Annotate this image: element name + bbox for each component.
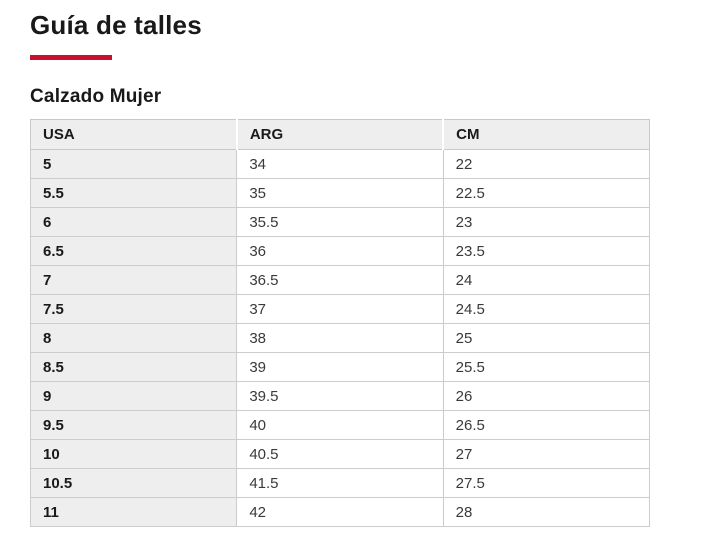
cell-cm: 28 [442,497,651,527]
table-row: 6 35.5 23 [29,207,651,237]
table-row: 10.5 41.5 27.5 [29,468,651,498]
cell-cm: 22.5 [442,178,651,208]
cell-cm: 25 [442,323,651,353]
cell-arg: 36.5 [236,265,444,295]
table-row: 6.5 36 23.5 [29,236,651,266]
cell-arg: 39 [236,352,444,382]
cell-usa: 6.5 [29,236,238,266]
cell-arg: 41.5 [236,468,444,498]
cell-arg: 37 [236,294,444,324]
table-row: 9.5 40 26.5 [29,410,651,440]
cell-usa: 11 [29,497,238,527]
table-row: 8 38 25 [29,323,651,353]
title-accent-bar [30,55,112,60]
cell-cm: 23 [442,207,651,237]
cell-usa: 7.5 [29,294,238,324]
cell-arg: 39.5 [236,381,444,411]
cell-usa: 10 [29,439,238,469]
column-header-usa: USA [29,119,238,150]
cell-cm: 22 [442,149,651,179]
cell-usa: 5 [29,149,238,179]
section-title-calzado-mujer: Calzado Mujer [30,86,162,107]
cell-arg: 36 [236,236,444,266]
table-row: 8.5 39 25.5 [29,352,651,382]
cell-usa: 8.5 [29,352,238,382]
cell-usa: 9.5 [29,410,238,440]
cell-usa: 7 [29,265,238,295]
column-header-arg: ARG [235,119,444,150]
table-row: 5 34 22 [29,149,651,179]
cell-arg: 35.5 [236,207,444,237]
cell-cm: 24.5 [442,294,651,324]
cell-arg: 40.5 [236,439,444,469]
table-row: 5.5 35 22.5 [29,178,651,208]
cell-cm: 27.5 [442,468,651,498]
cell-cm: 26.5 [442,410,651,440]
cell-usa: 8 [29,323,238,353]
table-row: 7 36.5 24 [29,265,651,295]
column-header-cm: CM [442,119,651,150]
cell-cm: 27 [442,439,651,469]
cell-cm: 24 [442,265,651,295]
cell-arg: 38 [236,323,444,353]
cell-cm: 25.5 [442,352,651,382]
cell-usa: 6 [29,207,238,237]
table-row: 9 39.5 26 [29,381,651,411]
table-row: 7.5 37 24.5 [29,294,651,324]
page-title: Guía de talles [30,10,202,40]
cell-arg: 42 [236,497,444,527]
cell-cm: 23.5 [442,236,651,266]
table-row: 10 40.5 27 [29,439,651,469]
header-row: USA ARG CM [29,119,651,150]
size-table: USA ARG CM 5 34 22 5.5 35 22.5 6 35.5 23 6.5 36 23.5 7… [29,119,651,527]
table-row: 11 42 28 [29,497,651,527]
cell-usa: 10.5 [29,468,238,498]
size-table-body: 5 34 22 5.5 35 22.5 6 35.5 23 6.5 36 23.5 7 36.5 24 7.5… [29,149,651,527]
size-table-head: USA ARG CM [29,119,651,150]
cell-arg: 40 [236,410,444,440]
cell-arg: 34 [236,149,444,179]
cell-usa: 5.5 [29,178,238,208]
cell-cm: 26 [442,381,651,411]
cell-usa: 9 [29,381,238,411]
cell-arg: 35 [236,178,444,208]
